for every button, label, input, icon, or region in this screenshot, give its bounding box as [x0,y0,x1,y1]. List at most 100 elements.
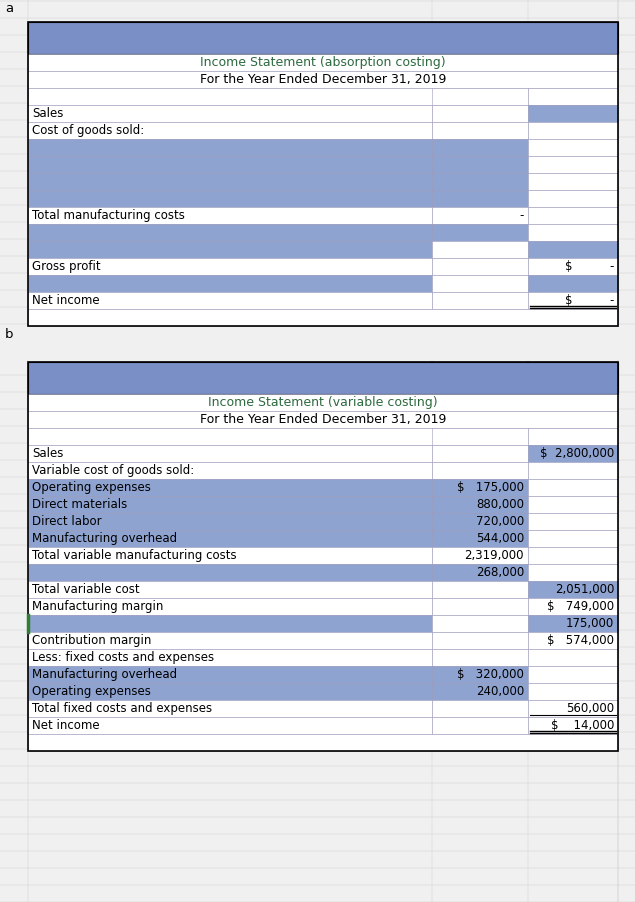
Bar [432,258,528,275]
Text: Less: fixed costs and expenses: Less: fixed costs and expenses [32,651,214,664]
Bar [528,581,618,598]
Bar [28,411,618,428]
Bar [28,362,618,394]
Bar [432,717,528,734]
Bar [28,190,432,207]
Text: Net income: Net income [32,719,100,732]
Text: $  2,800,000: $ 2,800,000 [540,447,614,460]
Bar [528,649,618,666]
Text: Cost of goods sold:: Cost of goods sold: [32,124,144,137]
Bar [528,156,618,173]
Bar [432,632,528,649]
Bar [28,445,432,462]
Text: Direct labor: Direct labor [32,515,102,528]
Bar [528,190,618,207]
Bar [528,564,618,581]
Bar [28,462,432,479]
Bar [28,22,618,326]
Text: $          -: $ - [565,294,614,307]
Text: Net income: Net income [32,294,100,307]
Text: b: b [5,328,13,341]
Bar [432,666,528,683]
Text: Variable cost of goods sold:: Variable cost of goods sold: [32,464,194,477]
Text: 720,000: 720,000 [476,515,524,528]
Text: Total fixed costs and expenses: Total fixed costs and expenses [32,702,212,715]
Bar [528,275,618,292]
Bar [28,122,432,139]
Bar [528,666,618,683]
Text: Contribution margin: Contribution margin [32,634,151,647]
Bar [432,88,528,105]
Bar [528,428,618,445]
Bar [432,428,528,445]
Bar [432,700,528,717]
Bar [28,734,618,751]
Bar [528,598,618,615]
Text: a: a [5,2,13,15]
Bar [28,173,432,190]
Text: Sales: Sales [32,447,64,460]
Bar [432,598,528,615]
Bar [528,547,618,564]
Bar [432,479,528,496]
Text: 240,000: 240,000 [476,685,524,698]
Text: -: - [519,209,524,222]
Bar [528,479,618,496]
Text: $   175,000: $ 175,000 [457,481,524,494]
Text: $          -: $ - [565,260,614,273]
Text: $   574,000: $ 574,000 [547,634,614,647]
Bar [432,547,528,564]
Text: 175,000: 175,000 [566,617,614,630]
Bar [28,207,432,224]
Bar [528,513,618,530]
Text: $   320,000: $ 320,000 [457,668,524,681]
Bar [432,683,528,700]
Text: Manufacturing overhead: Manufacturing overhead [32,532,177,545]
Bar [28,513,432,530]
Text: 2,319,000: 2,319,000 [464,549,524,562]
Bar [432,241,528,258]
Bar [432,105,528,122]
Text: 880,000: 880,000 [476,498,524,511]
Bar [432,224,528,241]
Bar [28,632,432,649]
Bar [28,22,618,54]
Bar [28,530,432,547]
Text: Operating expenses: Operating expenses [32,685,151,698]
Bar [528,700,618,717]
Text: For the Year Ended December 31, 2019: For the Year Ended December 31, 2019 [200,413,446,426]
Bar [432,513,528,530]
Bar [528,292,618,309]
Bar [432,122,528,139]
Text: Income Statement (absorption costing): Income Statement (absorption costing) [200,56,446,69]
Bar [28,71,618,88]
Bar [28,362,618,751]
Bar [432,292,528,309]
Text: Operating expenses: Operating expenses [32,481,151,494]
Bar [528,88,618,105]
Bar [28,241,432,258]
Text: 560,000: 560,000 [566,702,614,715]
Bar [28,598,432,615]
Text: Income Statement (variable costing): Income Statement (variable costing) [208,396,438,409]
Text: Direct materials: Direct materials [32,498,127,511]
Bar [432,649,528,666]
Bar [528,615,618,632]
Bar [528,173,618,190]
Bar [432,139,528,156]
Bar [528,241,618,258]
Bar [28,292,432,309]
Bar [528,445,618,462]
Bar [28,394,618,411]
Bar [28,156,432,173]
Text: Manufacturing overhead: Manufacturing overhead [32,668,177,681]
Bar [28,683,432,700]
Bar [432,462,528,479]
Bar [432,190,528,207]
Bar [28,700,432,717]
Bar [28,54,618,71]
Bar [432,275,528,292]
Bar [528,462,618,479]
Bar [28,224,432,241]
Bar [528,530,618,547]
